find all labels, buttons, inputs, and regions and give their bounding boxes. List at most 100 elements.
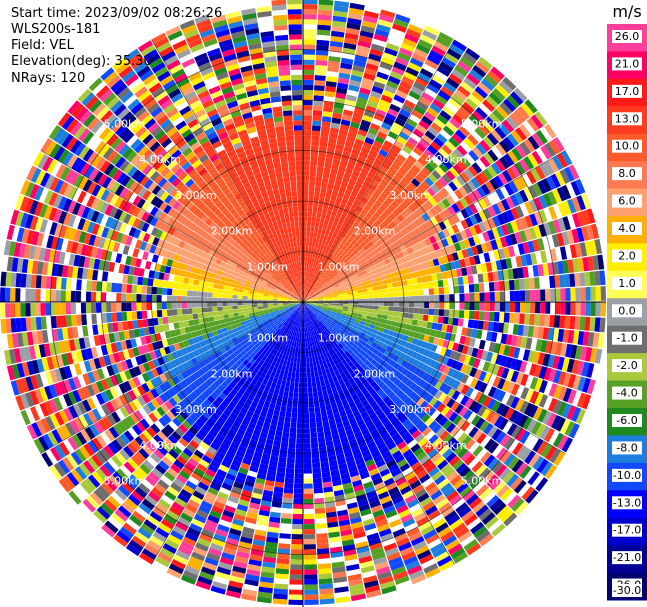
nrays-label: NRays: 120 [11, 71, 86, 86]
colorbar-swatch [607, 462, 647, 491]
colorbar-tick-label: -4.0 [616, 387, 637, 400]
colorbar-tick-bg [612, 386, 642, 400]
colorbar-swatch [607, 353, 647, 382]
colorbar-swatch [607, 517, 647, 546]
colorbar-tick-label: 13.0 [615, 112, 640, 125]
velocity-rays [0, 0, 606, 605]
colorbar-tick-bg [612, 331, 642, 345]
colorbar-tick-label: -8.0 [616, 441, 637, 454]
colorbar-tick-bg [612, 139, 642, 153]
colorbar-tick-label: 4.0 [618, 222, 636, 235]
colorbar-tick-label: -6.0 [616, 414, 637, 427]
range-label: 4.00km [139, 153, 181, 166]
azimuth-spoke [151, 301, 304, 565]
colorbar-swatch [607, 435, 647, 464]
range-label: 3.00km [175, 403, 217, 416]
range-label: 4.00km [139, 439, 181, 452]
range-label: 1.00km [247, 332, 289, 345]
colorbar-swatch [607, 78, 647, 107]
range-labels: 1.00km 1.00km 1.00km 1.00km 2.00km 2.00km 2.00… [104, 117, 503, 487]
colorbar-tick-bg [612, 468, 642, 482]
colorbar-tick-bg [612, 496, 642, 510]
colorbar-tick-bg [612, 249, 642, 263]
colorbar-tick-label: 26.0 [615, 30, 640, 43]
colorbar-tick-bg [612, 194, 642, 208]
ppi-scan-plot: 1.00km 1.00km 1.00km 1.00km 2.00km 2.00km 2.00… [0, 0, 606, 607]
colorbar-tick-label: -10.0 [613, 469, 641, 482]
colorbar-tick-label: 21.0 [615, 57, 640, 70]
colorbar-swatch [607, 298, 647, 327]
colorbar-swatch [607, 188, 647, 217]
colorbar-tick-bg [612, 84, 642, 98]
colorbar-swatch [607, 106, 647, 135]
colorbar-tick-label: -2.0 [616, 359, 637, 372]
range-label: 2.00km [211, 225, 253, 238]
colorbar-swatch [607, 51, 647, 80]
colorbar-tick-bg [612, 584, 642, 597]
colorbar-tick-bg [612, 30, 642, 43]
range-label: 4.00km [425, 153, 467, 166]
colorbar-tick-bg [612, 222, 642, 235]
range-label: 3.00km [389, 403, 431, 416]
colorbar-tick-bg [612, 578, 642, 592]
colorbar-unit: m/s [612, 2, 641, 21]
colorbar-tick-label: 8.0 [618, 167, 636, 180]
colorbar-swatch [607, 408, 647, 436]
colorbar-tick-label: -1.0 [616, 332, 637, 345]
colorbar-tick-label: 0.0 [618, 304, 636, 317]
colorbar-swatch [607, 490, 647, 519]
azimuth-spoke [302, 301, 566, 454]
range-label: 5.00km [104, 117, 146, 130]
colorbar-tick-bg [612, 112, 642, 126]
azimuth-spoke [302, 150, 566, 303]
colorbar-tick-bg [612, 304, 642, 318]
azimuth-spoke [40, 150, 304, 303]
azimuth-spoke [40, 301, 304, 454]
colorbar-tick-label: 10.0 [615, 140, 640, 153]
range-rings [0, 0, 606, 607]
colorbar-tick-bg [612, 57, 642, 71]
colorbar-tick-bg [612, 523, 642, 537]
range-label: 3.00km [175, 189, 217, 202]
range-label: 5.00km [461, 117, 503, 130]
colorbar-tick-bg [612, 414, 642, 427]
range-label: 1.00km [247, 260, 289, 273]
colorbar-tick-label: -17.0 [613, 524, 641, 537]
colorbar-tick-bg [612, 276, 642, 290]
colorbar-tick-bg [612, 551, 642, 565]
colorbar-tick-label: 6.0 [618, 195, 636, 208]
colorbar-swatch [607, 325, 647, 354]
colorbar-tick-bg [612, 359, 642, 373]
range-label: 2.00km [354, 225, 396, 238]
colorbar-tick-label: 17.0 [615, 85, 640, 98]
azimuth-spoke [151, 39, 304, 303]
instrument-label: WLS200s-181 [11, 22, 101, 37]
colorbar-swatch [607, 216, 647, 244]
elevation-label: Elevation(deg): 35.30 [11, 54, 152, 69]
colorbar-swatch [607, 380, 647, 409]
colorbar-swatch [607, 545, 647, 574]
range-label: 1.00km [318, 332, 360, 345]
colorbar-tick-bg [612, 167, 642, 181]
range-label: 2.00km [354, 367, 396, 380]
start-time-label: Start time: 2023/09/02 08:26:26 [11, 6, 223, 21]
colorbar-swatch [607, 270, 647, 299]
colorbar-tick-label: -26.0 [613, 579, 641, 592]
azimuth-spoke [302, 301, 455, 565]
colorbar-swatch [607, 24, 647, 52]
range-label: 2.00km [211, 367, 253, 380]
range-label: 5.00km [461, 475, 503, 488]
range-label: 5.00km [104, 475, 146, 488]
range-label: 4.00km [425, 439, 467, 452]
range-label: 3.00km [389, 189, 431, 202]
field-label: Field: VEL [11, 38, 74, 53]
colorbar-swatch [607, 161, 647, 190]
azimuth-spoke [302, 39, 455, 303]
colorbar-swatch [607, 572, 647, 601]
range-label: 1.00km [318, 260, 360, 273]
colorbar-swatch [607, 133, 647, 162]
colorbar-tick-bg [612, 441, 642, 455]
colorbar-tick-label: 2.0 [618, 249, 636, 262]
colorbar-tick-label: -30.0 [613, 584, 641, 597]
colorbar-tick-label: 1.0 [618, 277, 636, 290]
